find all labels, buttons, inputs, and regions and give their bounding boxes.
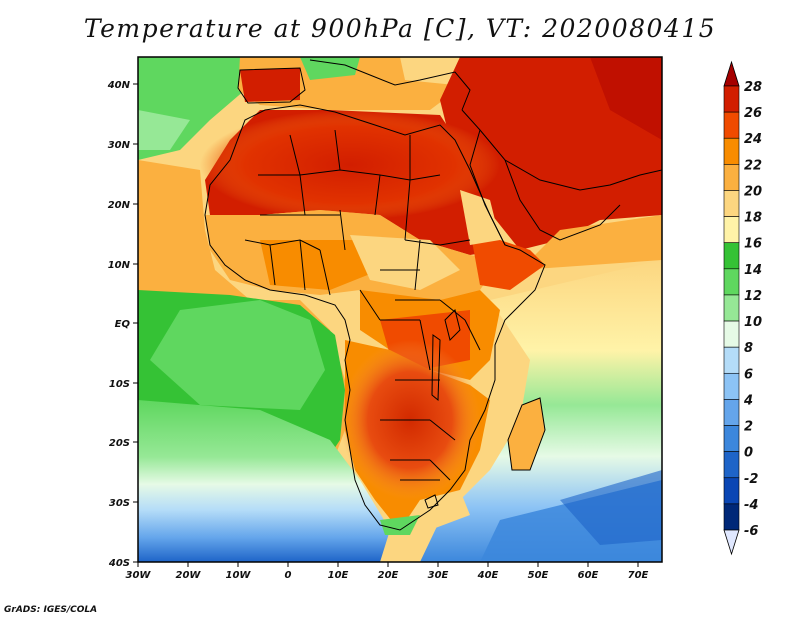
colorbar-label: 6	[744, 367, 753, 382]
lon-label: 20W	[176, 570, 202, 581]
colorbar-label: 28	[744, 80, 762, 95]
chart-title: Temperature at 900hPa [C], VT: 202008041…	[83, 14, 717, 43]
colorbar-bin	[723, 425, 740, 452]
lon-label: 50E	[528, 570, 549, 581]
colorbar-label: 10	[744, 315, 762, 330]
colorbar-label: 18	[744, 211, 762, 226]
colorbar-label: 14	[744, 263, 762, 278]
colorbar-bin	[723, 372, 740, 400]
colorbar-bin	[723, 111, 740, 139]
lat-label: 30N	[108, 140, 131, 151]
lat-label: 10N	[108, 260, 131, 271]
colorbar-bin	[723, 294, 740, 322]
shaded-field	[138, 57, 662, 562]
colorbar-bin	[723, 451, 740, 479]
colorbar-label: -6	[744, 524, 758, 539]
lat-label: EQ	[115, 319, 131, 330]
lon-label: 10E	[328, 570, 349, 581]
lat-label: 10S	[109, 379, 130, 390]
colorbar-label: -4	[744, 498, 758, 513]
colorbar-bin	[723, 216, 740, 244]
lat-label: 20N	[108, 200, 131, 211]
colorbar-label: 4	[743, 393, 753, 408]
colorbar-label: 12	[744, 289, 762, 304]
colorbar-bin	[723, 190, 740, 217]
lat-label: 40N	[107, 80, 131, 91]
colorbar-label: 20	[744, 184, 762, 199]
colorbar-bin	[723, 346, 740, 374]
lon-label: 20E	[378, 570, 399, 581]
lon-label: 30W	[126, 570, 152, 581]
lon-label: 40E	[477, 570, 499, 581]
lon-label: 10W	[226, 570, 252, 581]
lon-label: 60E	[578, 570, 599, 581]
lon-axis-labels: 30W 20W 10W 0 10E 20E 30E 40E 50E 60E 70…	[126, 570, 649, 581]
colorbar-bin	[723, 503, 740, 531]
colorbar-label: 16	[744, 237, 762, 252]
lon-label: 70E	[628, 570, 649, 581]
lat-label: 20S	[109, 438, 130, 449]
colorbar-label: 22	[744, 158, 762, 173]
lat-label: 30S	[109, 498, 130, 509]
lat-axis-labels: 40N 30N 20N 10N EQ 10S 20S 30S 40S	[107, 80, 131, 569]
colorbar-label: 2	[744, 420, 753, 435]
lon-label: 0	[285, 570, 292, 581]
colorbar-bin	[723, 268, 740, 296]
colorbar-bin	[723, 399, 740, 426]
lat-label: 40S	[108, 558, 130, 569]
colorbar-arrow-up	[723, 60, 740, 87]
colorbar-bin	[723, 137, 740, 165]
colorbar-label: 26	[744, 106, 762, 121]
colorbar-label: -2	[744, 472, 758, 487]
axis-ticks	[133, 83, 639, 567]
colorbar-label: 8	[744, 341, 753, 356]
colorbar-bin	[723, 320, 740, 348]
colorbar-bin	[723, 164, 740, 191]
colorbar-label: 0	[744, 446, 753, 461]
lon-label: 30E	[428, 570, 449, 581]
colorbar-bin	[723, 477, 740, 505]
colorbar-bin	[723, 242, 740, 270]
plot-frame	[137, 56, 663, 563]
colorbar-arrow-down	[723, 529, 740, 556]
credit-label: GrADS: IGES/COLA	[4, 605, 98, 615]
colorbar-label: 24	[744, 132, 762, 147]
colorbar-bin	[723, 85, 740, 113]
coastlines	[204, 59, 662, 531]
